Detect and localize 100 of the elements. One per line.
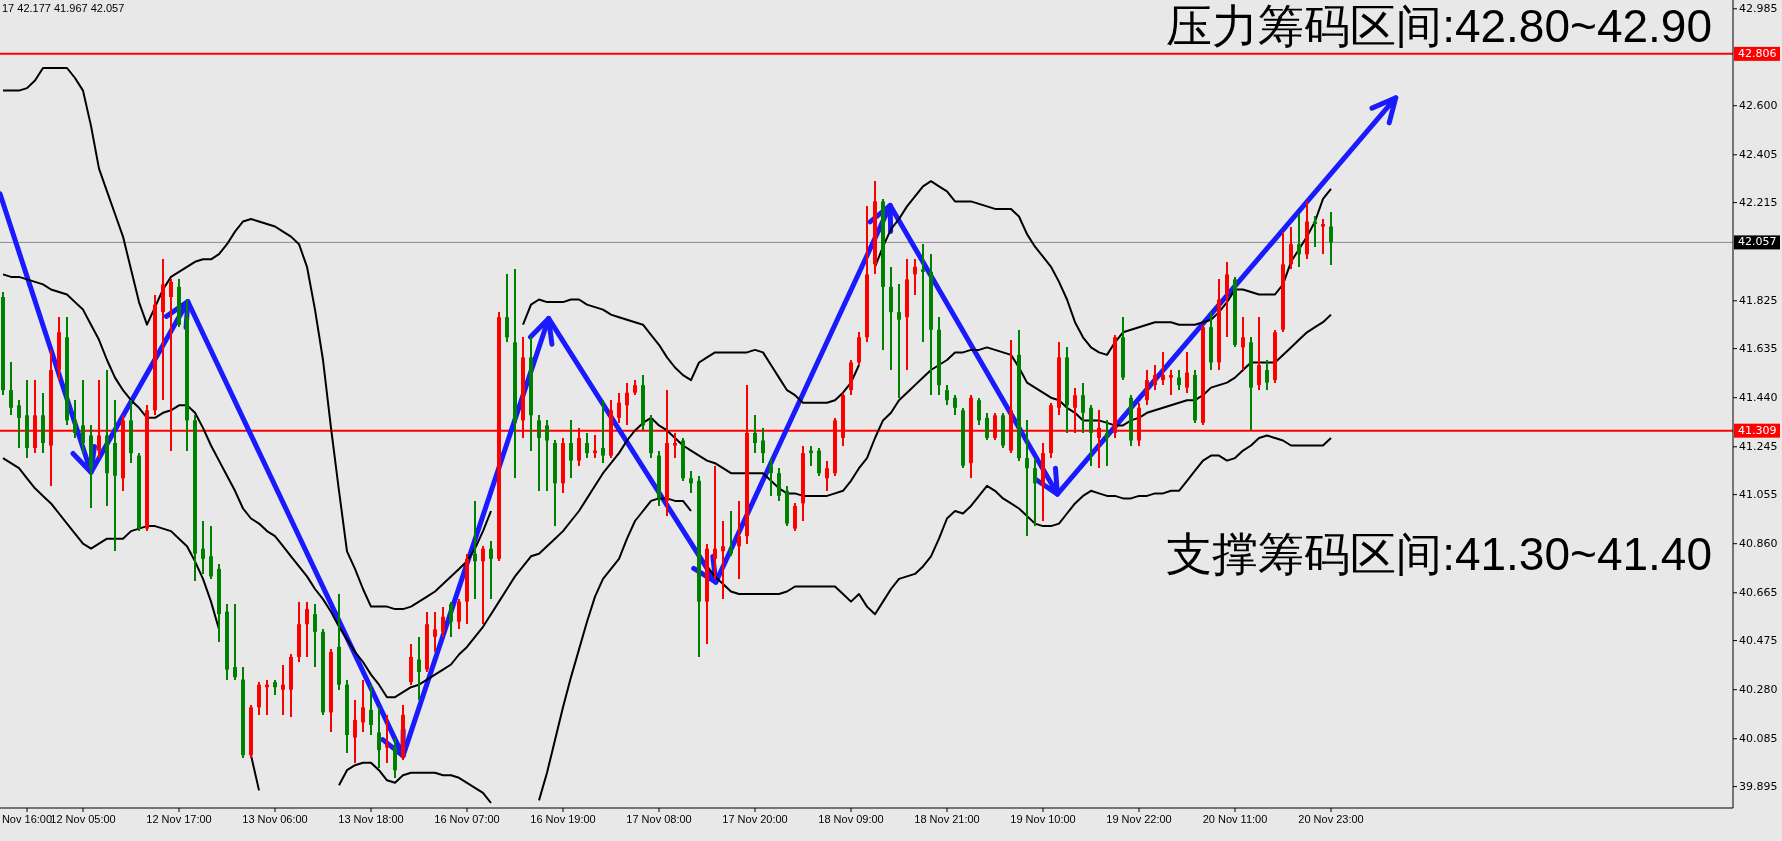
candlestick xyxy=(1025,419,1029,538)
candlestick xyxy=(721,520,725,601)
candlestick xyxy=(921,243,925,344)
annotation: 支撑筹码区间:41.30~41.40 xyxy=(1166,528,1712,580)
y-tick-label: 40.280 xyxy=(1739,682,1778,696)
x-tick-label: Nov 16:00 xyxy=(1,813,53,825)
candlestick xyxy=(361,678,365,734)
x-tick-label: 16 Nov 19:00 xyxy=(530,813,596,825)
candlestick xyxy=(945,384,949,407)
x-tick-label: 16 Nov 07:00 xyxy=(434,813,500,825)
y-tick-label: 41.440 xyxy=(1739,390,1778,404)
candlestick xyxy=(569,419,573,480)
candlestick xyxy=(473,499,477,601)
candlestick xyxy=(1105,419,1109,467)
candlestick xyxy=(433,610,437,653)
candlestick xyxy=(1153,363,1157,392)
candlestick xyxy=(481,545,485,626)
candlestick xyxy=(449,600,453,638)
candlestick xyxy=(441,605,445,638)
x-tick-label: 18 Nov 21:00 xyxy=(914,813,980,825)
candlestick xyxy=(489,540,493,601)
candlestick xyxy=(617,391,621,424)
candlestick xyxy=(417,635,421,701)
candlestick xyxy=(1241,316,1245,372)
candlestick xyxy=(1081,381,1085,434)
candlestick xyxy=(953,394,957,417)
annotation: 17 42.177 41.967 42.057 xyxy=(2,2,125,14)
candlestick xyxy=(689,469,693,495)
candlestick xyxy=(601,399,605,465)
x-tick-label: 17 Nov 08:00 xyxy=(626,813,692,825)
candlestick xyxy=(281,663,285,716)
candlestick xyxy=(9,361,13,417)
y-tick-label: 42.215 xyxy=(1739,195,1778,209)
candlestick xyxy=(1297,212,1301,268)
ref-line-label: 42.806 xyxy=(1738,46,1777,60)
candlestick xyxy=(257,681,261,716)
y-tick-label: 42.985 xyxy=(1739,1,1778,15)
candlestick xyxy=(1257,316,1261,392)
candlestick xyxy=(1169,369,1173,397)
candlestick xyxy=(385,713,389,764)
y-tick-label: 40.860 xyxy=(1739,536,1778,550)
x-tick-label: 13 Nov 18:00 xyxy=(338,813,404,825)
candlestick xyxy=(585,431,589,460)
candlestick xyxy=(769,457,773,497)
candlestick xyxy=(753,414,757,455)
candlestick xyxy=(201,520,205,575)
y-tick-label: 42.600 xyxy=(1739,98,1778,112)
candlestick xyxy=(233,603,237,681)
candlestick xyxy=(713,464,717,580)
candlestick xyxy=(1289,225,1293,271)
candlestick xyxy=(545,419,549,492)
x-tick-label: 18 Nov 09:00 xyxy=(818,813,884,825)
candlestick xyxy=(825,459,829,492)
candlestick xyxy=(393,736,397,779)
x-tick-label: 19 Nov 10:00 xyxy=(1010,813,1076,825)
y-tick-label: 40.665 xyxy=(1739,585,1778,599)
x-tick-label: 20 Nov 23:00 xyxy=(1298,813,1364,825)
candlestick xyxy=(625,381,629,427)
ref-line-label: 41.309 xyxy=(1738,423,1777,437)
y-tick-label: 41.055 xyxy=(1739,487,1778,501)
candlestick xyxy=(777,467,781,502)
candlestick xyxy=(985,411,989,442)
candlestick xyxy=(73,399,77,439)
x-tick-label: 12 Nov 17:00 xyxy=(146,813,212,825)
candlestick xyxy=(761,426,765,465)
y-tick-label: 42.405 xyxy=(1739,147,1778,161)
y-tick-label: 39.895 xyxy=(1739,779,1778,793)
x-tick-label: 13 Nov 06:00 xyxy=(242,813,308,825)
candlestick xyxy=(1265,358,1269,392)
candlestick xyxy=(505,273,509,344)
candlestick xyxy=(793,502,797,533)
y-tick-label: 40.085 xyxy=(1739,731,1778,745)
candlestick xyxy=(537,414,541,492)
candlestick xyxy=(977,396,981,427)
candlestick xyxy=(1161,351,1165,387)
candlestick xyxy=(897,283,901,399)
x-tick-label: 12 Nov 05:00 xyxy=(50,813,116,825)
candlestick xyxy=(313,603,317,669)
candlestick xyxy=(1225,260,1229,339)
candlestick xyxy=(913,258,917,296)
candlestick xyxy=(1329,211,1333,267)
candlestick xyxy=(1033,457,1037,528)
y-tick-label: 40.475 xyxy=(1739,633,1778,647)
candlestick xyxy=(737,499,741,580)
x-tick-label: 17 Nov 20:00 xyxy=(722,813,788,825)
candlestick xyxy=(377,706,381,769)
candlestick xyxy=(17,399,21,450)
annotation: 压力筹码区间:42.80~42.90 xyxy=(1166,0,1712,52)
x-tick-label: 20 Nov 11:00 xyxy=(1202,813,1268,825)
candlestick xyxy=(1321,217,1325,256)
candlestick xyxy=(209,525,213,580)
y-tick-label: 41.245 xyxy=(1739,439,1778,453)
y-tick-label: 41.635 xyxy=(1739,341,1778,355)
candlestick xyxy=(729,509,733,558)
candlestick xyxy=(1145,369,1149,407)
candlestick xyxy=(81,379,85,455)
candlestick xyxy=(353,698,357,764)
candlestick xyxy=(305,600,309,658)
y-tick-label: 41.825 xyxy=(1739,293,1778,307)
candlestick xyxy=(457,598,461,631)
